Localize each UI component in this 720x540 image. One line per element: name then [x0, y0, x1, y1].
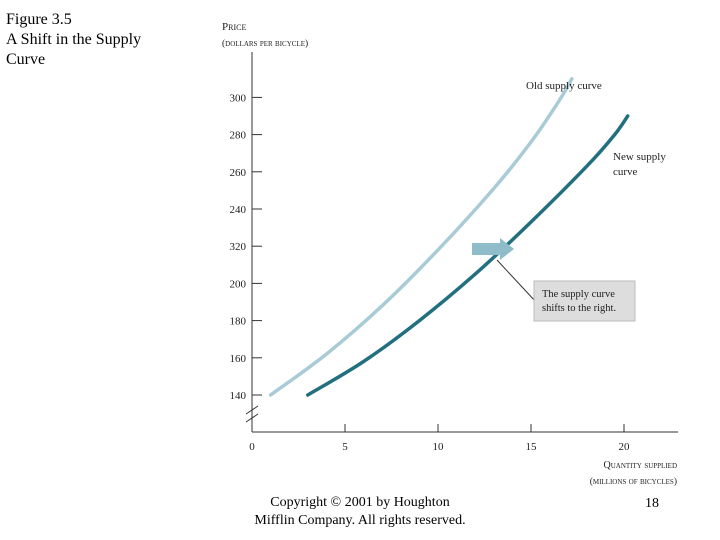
old-supply-curve — [268, 77, 574, 397]
new-supply-curve — [306, 114, 630, 397]
copyright-notice: Copyright © 2001 by Houghton Mifflin Com… — [230, 494, 490, 530]
copyright-line: Mifflin Company. All rights reserved. — [254, 513, 466, 528]
figure-caption-line: Curve — [6, 51, 46, 68]
new-curve-label-line2: curve — [613, 166, 638, 178]
figure-title: Figure 3.5 A Shift in the Supply Curve — [6, 10, 206, 70]
copyright-line: Copyright © 2001 by Houghton — [270, 495, 450, 510]
figure-number: Figure 3.5 — [6, 11, 72, 28]
y-tick-label: 280 — [230, 130, 247, 142]
y-axis-subtitle: (dollars per bicycle) — [222, 38, 308, 49]
new-curve-label: New supply — [613, 151, 666, 163]
axis-break-mark — [245, 413, 259, 423]
x-axis-title: Quantity supplied — [604, 460, 678, 471]
x-tick-label: 15 — [526, 441, 538, 453]
y-tick-label: 160 — [230, 353, 247, 365]
x-ticks: 0 5 10 15 20 — [249, 424, 630, 453]
x-tick-label: 20 — [619, 441, 631, 453]
x-tick-label: 10 — [433, 441, 445, 453]
page-number: 18 — [645, 496, 659, 511]
x-tick-label: 5 — [342, 441, 348, 453]
y-tick-label: 260 — [230, 167, 247, 179]
y-tick-label: 200 — [230, 278, 247, 290]
annotation-box — [533, 280, 636, 322]
y-tick-label: 240 — [230, 204, 247, 216]
y-tick-label: 300 — [230, 92, 247, 104]
axis-break-icon — [245, 405, 259, 423]
shift-arrow-icon — [472, 238, 514, 260]
y-axis-title: Price — [222, 21, 246, 33]
axis-break-mark — [245, 405, 259, 415]
y-tick-label: 140 — [230, 390, 247, 402]
y-tick-label: 320 — [230, 241, 247, 253]
figure-caption-line: A Shift in the Supply — [6, 31, 142, 48]
x-axis-subtitle: (millions of bicycles) — [590, 476, 677, 487]
y-tick-label: 180 — [230, 316, 247, 328]
y-ticks: 140 160 180 200 320 240 260 280 300 — [230, 92, 262, 402]
annotation-text-line2: shifts to the right. — [542, 303, 616, 314]
callout-pointer — [496, 259, 537, 303]
annotation-text-line1: The supply curve — [542, 289, 615, 300]
x-tick-label: 0 — [249, 441, 255, 453]
old-curve-label: Old supply curve — [526, 80, 602, 92]
